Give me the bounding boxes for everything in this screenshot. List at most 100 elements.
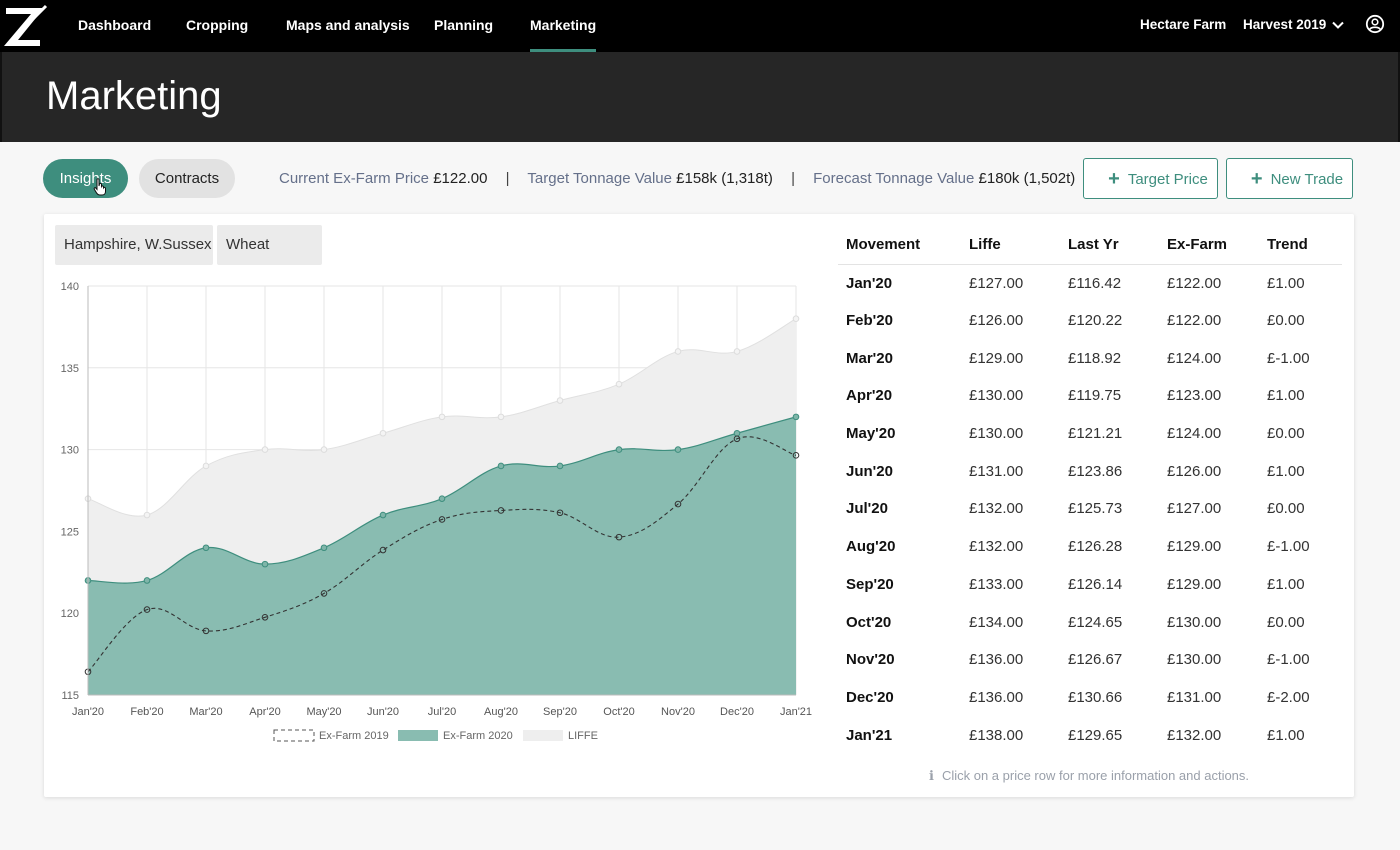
price-chart: 115 120 125 130 135 140 Jan'20 Feb'20 Mar'20 Apr'… xyxy=(61,281,812,742)
table-row[interactable]: Jan'20 £127.00 £116.42 £122.00 £1.00 xyxy=(838,264,1342,302)
ex-farm-2019-point xyxy=(143,606,151,613)
liffe-point xyxy=(261,446,269,453)
ex-farm-cell: £129.00 xyxy=(1167,538,1222,556)
ex-farm-2020-point xyxy=(792,413,800,421)
chevron-down-icon[interactable] xyxy=(1331,18,1345,32)
forecast-tonnage-value: £180k (1,502t) xyxy=(978,170,1076,187)
ex-farm-cell: £122.00 xyxy=(1167,274,1222,292)
ex-farm-2019-point xyxy=(261,613,269,621)
table-row[interactable]: Dec'20 £136.00 £130.66 £131.00 £-2.00 xyxy=(838,679,1342,717)
target-price-label: Target Price xyxy=(1127,171,1208,188)
insights-tab[interactable]: Insights xyxy=(43,159,128,198)
ex-farm-2020-point xyxy=(674,446,682,453)
table-row[interactable]: Jan'21 £138.00 £129.65 £132.00 £1.00 xyxy=(838,716,1342,754)
legend-label-liffe: LIFFE xyxy=(568,730,598,742)
table-row[interactable]: Nov'20 £136.00 £126.67 £130.00 £-1.00 xyxy=(838,641,1342,679)
table-row[interactable]: Aug'20 £132.00 £126.28 £129.00 £-1.00 xyxy=(838,528,1342,566)
liffe-cell: £133.00 xyxy=(969,575,1024,593)
crop-filter[interactable]: Wheat xyxy=(217,225,322,265)
month-cell: Feb'20 xyxy=(846,312,893,330)
y-tick-label: 140 xyxy=(61,281,79,293)
harvest-selector[interactable]: Harvest 2019 xyxy=(1243,17,1327,32)
month-cell: Jan'20 xyxy=(846,274,893,292)
table-row[interactable]: Jul'20 £132.00 £125.73 £127.00 £0.00 xyxy=(838,490,1342,528)
x-tick-label: Feb'20 xyxy=(130,706,163,718)
ex-farm-2019-point xyxy=(674,500,682,508)
table-row[interactable]: Apr'20 £130.00 £119.75 £123.00 £1.00 xyxy=(838,377,1342,415)
x-tick-label: Apr'20 xyxy=(249,706,280,718)
column-header: Last Yr xyxy=(1060,226,1159,265)
trend-cell: £-2.00 xyxy=(1267,688,1310,706)
ex-farm-2020-point xyxy=(556,462,564,470)
month-cell: Apr'20 xyxy=(846,387,893,405)
page-header: Marketing xyxy=(0,52,1400,142)
x-tick-label: Jan'20 xyxy=(72,706,104,718)
liffe-cell: £136.00 xyxy=(969,651,1024,669)
legend-label-ex-farm-2019: Ex-Farm 2019 xyxy=(319,730,389,742)
target-tonnage-label: Target Tonnage Value xyxy=(527,170,672,187)
ex-farm-cell: £132.00 xyxy=(1167,726,1222,744)
contracts-tab[interactable]: Contracts xyxy=(139,159,235,198)
price-summary: Current Ex-Farm Price £122.00 | Target T… xyxy=(279,170,1075,187)
ex-farm-2020-point xyxy=(615,446,623,453)
ex-farm-2019-point xyxy=(792,452,800,459)
x-tick-label: Jun'20 xyxy=(367,706,399,718)
table-row[interactable]: Sep'20 £133.00 £126.14 £129.00 £1.00 xyxy=(838,566,1342,604)
liffe-point xyxy=(556,397,564,404)
new-trade-button[interactable]: + New Trade xyxy=(1226,158,1353,199)
trend-cell: £0.00 xyxy=(1267,500,1305,518)
z-logo-icon[interactable] xyxy=(0,0,52,52)
ex-farm-2020-point xyxy=(261,560,269,568)
month-cell: Nov'20 xyxy=(846,651,895,669)
forecast-tonnage-label: Forecast Tonnage Value xyxy=(813,170,975,187)
table-row[interactable]: Jun'20 £131.00 £123.86 £126.00 £1.00 xyxy=(838,452,1342,490)
liffe-cell: £136.00 xyxy=(969,688,1024,706)
user-circle-icon[interactable] xyxy=(1365,14,1385,34)
table-row[interactable]: May'20 £130.00 £121.21 £124.00 £0.00 xyxy=(838,415,1342,453)
farm-name[interactable]: Hectare Farm xyxy=(1140,17,1227,32)
last-year-cell: £116.42 xyxy=(1068,274,1122,292)
nav-item-cropping[interactable]: Cropping xyxy=(186,17,249,33)
region-filter[interactable]: Hampshire, W.Sussex xyxy=(55,225,213,265)
ex-farm-2020-point xyxy=(733,429,741,437)
nav-item-planning[interactable]: Planning xyxy=(434,17,494,33)
table-header-row: Movement Liffe Last Yr Ex-Farm Trend xyxy=(838,226,1342,265)
last-year-cell: £123.86 xyxy=(1068,462,1123,480)
liffe-cell: £132.00 xyxy=(969,500,1024,518)
x-tick-label: Nov'20 xyxy=(661,706,695,718)
ex-farm-2019-point xyxy=(202,627,210,635)
trend-cell: £1.00 xyxy=(1267,462,1305,480)
ex-farm-2019-point xyxy=(438,516,446,523)
nav-item-marketing[interactable]: Marketing xyxy=(530,0,597,52)
liffe-cell: £129.00 xyxy=(969,349,1024,367)
nav-item-dashboard[interactable]: Dashboard xyxy=(78,17,152,33)
legend-swatch-ex-farm-2020 xyxy=(398,730,438,741)
plus-icon: + xyxy=(1108,168,1120,190)
nav-item-maps-and-analysis[interactable]: Maps and analysis xyxy=(286,17,410,33)
trend-cell: £0.00 xyxy=(1267,312,1305,330)
liffe-cell: £131.00 xyxy=(969,462,1024,480)
table-row[interactable]: Mar'20 £129.00 £118.92 £124.00 £-1.00 xyxy=(838,339,1342,377)
month-cell: Dec'20 xyxy=(846,688,894,706)
x-tick-label: Jan'21 xyxy=(780,706,812,718)
legend-label-ex-farm-2020: Ex-Farm 2020 xyxy=(443,730,513,742)
ex-farm-cell: £130.00 xyxy=(1167,651,1222,669)
current-price-label: Current Ex-Farm Price xyxy=(279,170,430,187)
month-cell: Oct'20 xyxy=(846,613,892,631)
liffe-point xyxy=(615,380,623,388)
month-cell: Mar'20 xyxy=(846,349,893,367)
liffe-point xyxy=(202,462,210,470)
table-row[interactable]: Feb'20 £126.00 £120.22 £122.00 £0.00 xyxy=(838,302,1342,340)
column-header: Liffe xyxy=(961,226,1060,265)
trend-cell: £-1.00 xyxy=(1267,651,1310,669)
ex-farm-cell: £130.00 xyxy=(1167,613,1222,631)
last-year-cell: £119.75 xyxy=(1068,387,1122,405)
ex-farm-2020-point xyxy=(143,577,151,584)
hint-text: Click on a price row for more informatio… xyxy=(941,768,1250,783)
liffe-point xyxy=(497,413,505,421)
target-price-button[interactable]: + Target Price xyxy=(1083,158,1218,199)
ex-farm-2019-point xyxy=(556,509,564,517)
ex-farm-cell: £126.00 xyxy=(1167,462,1222,480)
liffe-point xyxy=(143,511,151,519)
table-row[interactable]: Oct'20 £134.00 £124.65 £130.00 £0.00 xyxy=(838,603,1342,641)
